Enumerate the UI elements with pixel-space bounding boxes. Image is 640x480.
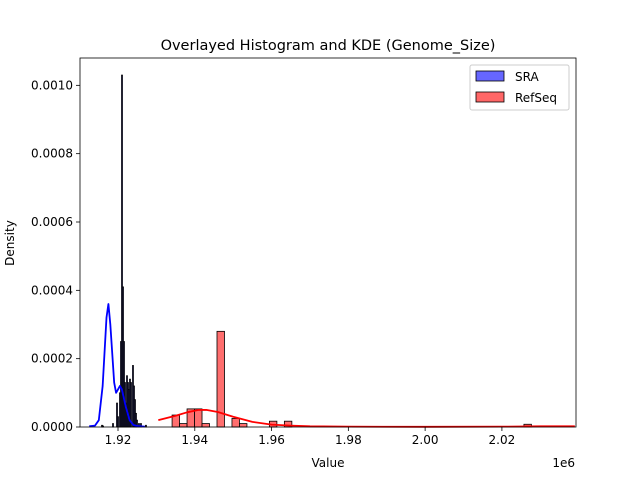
- x-axis: 1.92 1.94 1.96 1.98 2.00 2.02: [105, 427, 516, 447]
- y-tick-label: 0.0004: [31, 283, 73, 297]
- histogram-bar-refseq: [201, 423, 210, 428]
- y-axis-label: Density: [3, 220, 17, 266]
- x-tick-label: 1.92: [105, 433, 132, 447]
- histogram-bar-sra: [112, 423, 114, 428]
- legend-swatch-sra: [475, 70, 505, 82]
- kde-line-sra: [89, 303, 145, 428]
- y-tick-label: 0.0002: [31, 352, 73, 366]
- plot-area-frame: [79, 57, 577, 428]
- y-axis: 0.0000 0.0002 0.0004 0.0006 0.0008 0.0010: [31, 78, 80, 434]
- histogram-bar-refseq: [231, 418, 240, 428]
- y-tick-label: 0.0006: [31, 215, 73, 229]
- histogram-bar-sra: [117, 416, 119, 428]
- y-tick-label: 0.0000: [31, 420, 73, 434]
- x-offset-text: 1e6: [552, 456, 575, 470]
- chart-title: Overlayed Histogram and KDE (Genome_Size…: [161, 38, 496, 54]
- y-tick-label: 0.0008: [31, 147, 73, 161]
- x-tick-label: 2.02: [489, 433, 516, 447]
- x-tick-label: 1.94: [181, 433, 208, 447]
- x-tick-label: 1.98: [335, 433, 362, 447]
- legend: SRA RefSeq: [469, 64, 570, 111]
- legend-swatch-refseq: [475, 91, 505, 103]
- legend-label-refseq: RefSeq: [515, 91, 557, 105]
- histogram-bar-refseq: [194, 408, 203, 428]
- x-tick-label: 1.96: [258, 433, 285, 447]
- histogram-bar-refseq: [179, 423, 188, 428]
- histogram-bar-refseq: [239, 423, 248, 428]
- y-tick-label: 0.0010: [31, 78, 73, 92]
- x-tick-label: 2.00: [412, 433, 439, 447]
- x-axis-label: Value: [312, 456, 345, 470]
- legend-label-sra: SRA: [515, 70, 539, 84]
